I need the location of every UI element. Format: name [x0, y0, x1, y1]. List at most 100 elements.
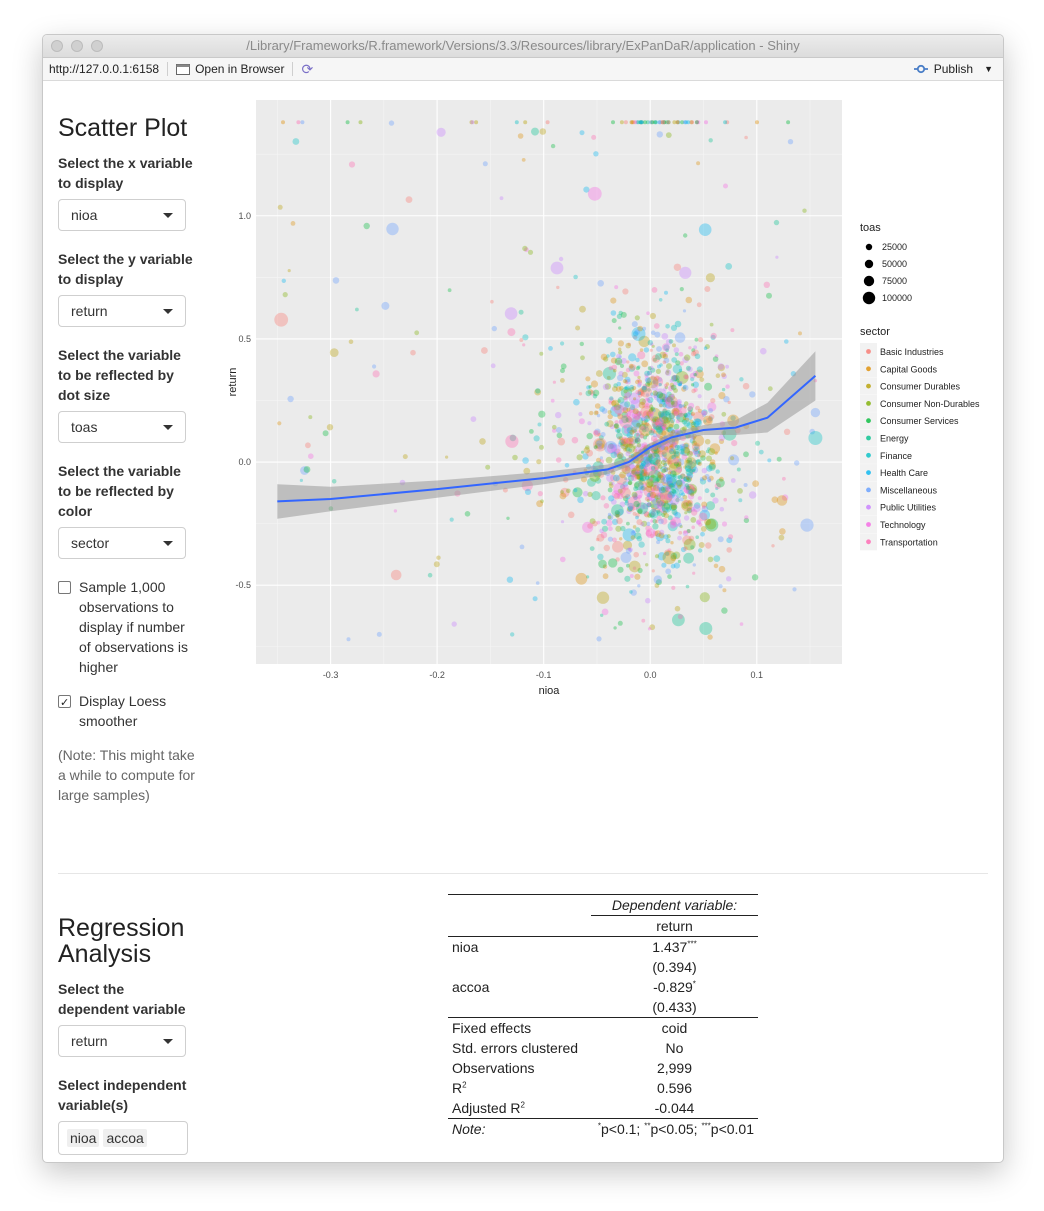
scatter-point — [658, 518, 664, 525]
scatter-point — [614, 420, 619, 425]
scatter-point — [615, 513, 620, 518]
publish-button[interactable]: Publish ▼ — [913, 62, 993, 76]
scatter-point — [704, 518, 711, 526]
scatter-point — [617, 442, 623, 447]
loess-checkbox[interactable] — [58, 693, 71, 713]
independent-variable-chip[interactable]: nioa — [67, 1129, 100, 1147]
scatter-point — [663, 357, 670, 364]
zoom-window-button[interactable] — [91, 40, 103, 52]
scatter-point — [649, 392, 654, 396]
scatter-point — [604, 421, 610, 427]
y-variable-select[interactable]: return — [58, 295, 186, 327]
scatter-point — [608, 443, 614, 450]
scatter-point — [699, 377, 705, 382]
scatter-point — [681, 447, 690, 457]
scatter-point — [665, 338, 672, 345]
scatter-point — [654, 331, 661, 338]
scatter-point — [706, 477, 712, 482]
scatter-point — [521, 158, 526, 162]
sample-option[interactable]: Sample 1,000 observations to display if … — [58, 577, 198, 677]
scatter-point — [630, 120, 634, 125]
size-variable-select[interactable]: toas — [58, 411, 186, 443]
scatter-point — [792, 587, 797, 592]
scatter-point — [627, 547, 632, 551]
independent-variables-input[interactable]: nioa accoa — [58, 1121, 188, 1155]
scatter-point — [658, 472, 666, 480]
dependent-variable-select[interactable]: return — [58, 1025, 186, 1057]
scatter-point — [635, 466, 641, 472]
scatter-point — [506, 516, 510, 520]
scatter-point — [658, 499, 667, 508]
scatter-point — [625, 494, 631, 500]
scatter-point — [479, 438, 486, 445]
scatter-point — [708, 475, 714, 481]
scatter-point — [683, 446, 690, 454]
scatter-point — [666, 391, 672, 397]
stat-name: Observations — [452, 1060, 535, 1076]
scatter-point — [596, 457, 601, 463]
scatter-point — [646, 498, 650, 503]
scatter-point — [611, 364, 618, 371]
scatter-point — [643, 482, 648, 486]
scatter-point — [666, 426, 672, 432]
scatter-point — [633, 370, 640, 377]
loess-option[interactable]: Display Loess smoother — [58, 691, 198, 731]
scatter-point — [675, 371, 689, 384]
scatter-point — [690, 377, 695, 382]
scatter-point — [693, 502, 701, 509]
scatter-point — [699, 622, 713, 635]
scatter-point — [601, 408, 608, 414]
scatter-point — [620, 357, 627, 364]
scatter-point — [698, 522, 703, 527]
scatter-point — [680, 546, 687, 553]
sample-checkbox[interactable] — [58, 581, 71, 594]
open-in-browser-button[interactable]: Open in Browser — [168, 62, 294, 76]
independent-variable-chip[interactable]: accoa — [103, 1129, 147, 1147]
scatter-point — [533, 435, 540, 442]
scatter-point — [668, 483, 676, 490]
scatter-point — [706, 417, 712, 424]
scatter-point — [635, 366, 640, 371]
scatter-point — [684, 412, 693, 421]
scatter-point — [666, 494, 673, 501]
color-variable-label: Select the variable to be reflected by c… — [58, 463, 181, 519]
scatter-point — [718, 434, 726, 442]
scatter-point — [687, 485, 692, 491]
scatter-point — [632, 331, 639, 337]
scatter-point — [656, 498, 665, 507]
scatter-point — [613, 383, 618, 388]
scatter-point — [648, 490, 653, 495]
scatter-point — [722, 588, 727, 593]
scatter-point — [629, 590, 633, 594]
scatter-point — [694, 448, 698, 453]
scatter-point — [695, 535, 699, 539]
color-legend-key — [866, 504, 871, 510]
scatter-point — [659, 403, 663, 408]
scatter-point — [726, 547, 732, 553]
publish-dropdown-icon[interactable]: ▼ — [984, 64, 993, 74]
x-variable-select[interactable]: nioa — [58, 199, 186, 231]
scatter-point — [641, 427, 647, 433]
scatter-point — [637, 391, 642, 396]
scatter-point — [644, 496, 650, 502]
url-text[interactable]: http://127.0.0.1:6158 — [43, 62, 169, 76]
scatter-point — [622, 406, 628, 412]
scatter-point — [665, 538, 671, 544]
close-window-button[interactable] — [51, 40, 63, 52]
scatter-point — [593, 430, 601, 437]
coef-value: 1.437*** — [652, 939, 697, 955]
scatter-point — [481, 347, 488, 354]
scatter-point — [635, 390, 640, 395]
scatter-point — [662, 481, 667, 486]
caret-down-icon — [163, 308, 173, 314]
scatter-point — [663, 344, 670, 351]
refresh-icon[interactable]: ⟳ — [301, 60, 314, 77]
color-variable-select[interactable]: sector — [58, 527, 186, 559]
minimize-window-button[interactable] — [71, 40, 83, 52]
scatter-point — [704, 474, 710, 479]
scatter-point — [675, 479, 683, 487]
scatter-point — [669, 494, 680, 506]
color-legend-key — [866, 401, 871, 406]
scatter-point — [626, 506, 633, 512]
